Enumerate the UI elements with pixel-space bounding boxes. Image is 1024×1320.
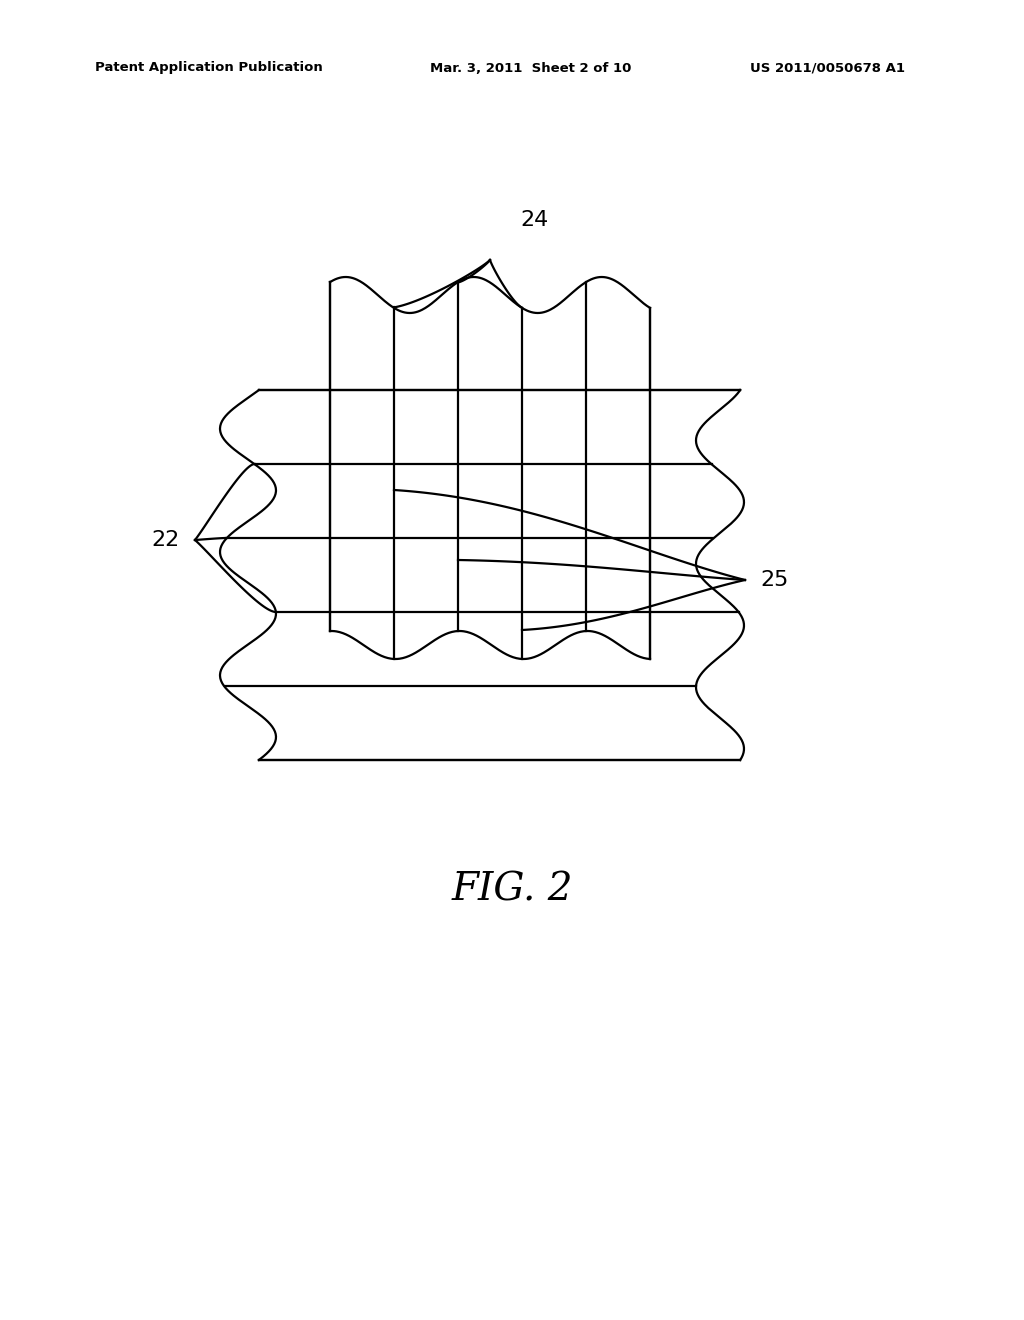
Text: Mar. 3, 2011  Sheet 2 of 10: Mar. 3, 2011 Sheet 2 of 10 bbox=[430, 62, 632, 74]
Text: US 2011/0050678 A1: US 2011/0050678 A1 bbox=[750, 62, 905, 74]
Text: 25: 25 bbox=[760, 570, 788, 590]
Text: 22: 22 bbox=[152, 531, 180, 550]
Text: FIG. 2: FIG. 2 bbox=[452, 871, 572, 908]
Text: Patent Application Publication: Patent Application Publication bbox=[95, 62, 323, 74]
Text: 24: 24 bbox=[520, 210, 548, 230]
